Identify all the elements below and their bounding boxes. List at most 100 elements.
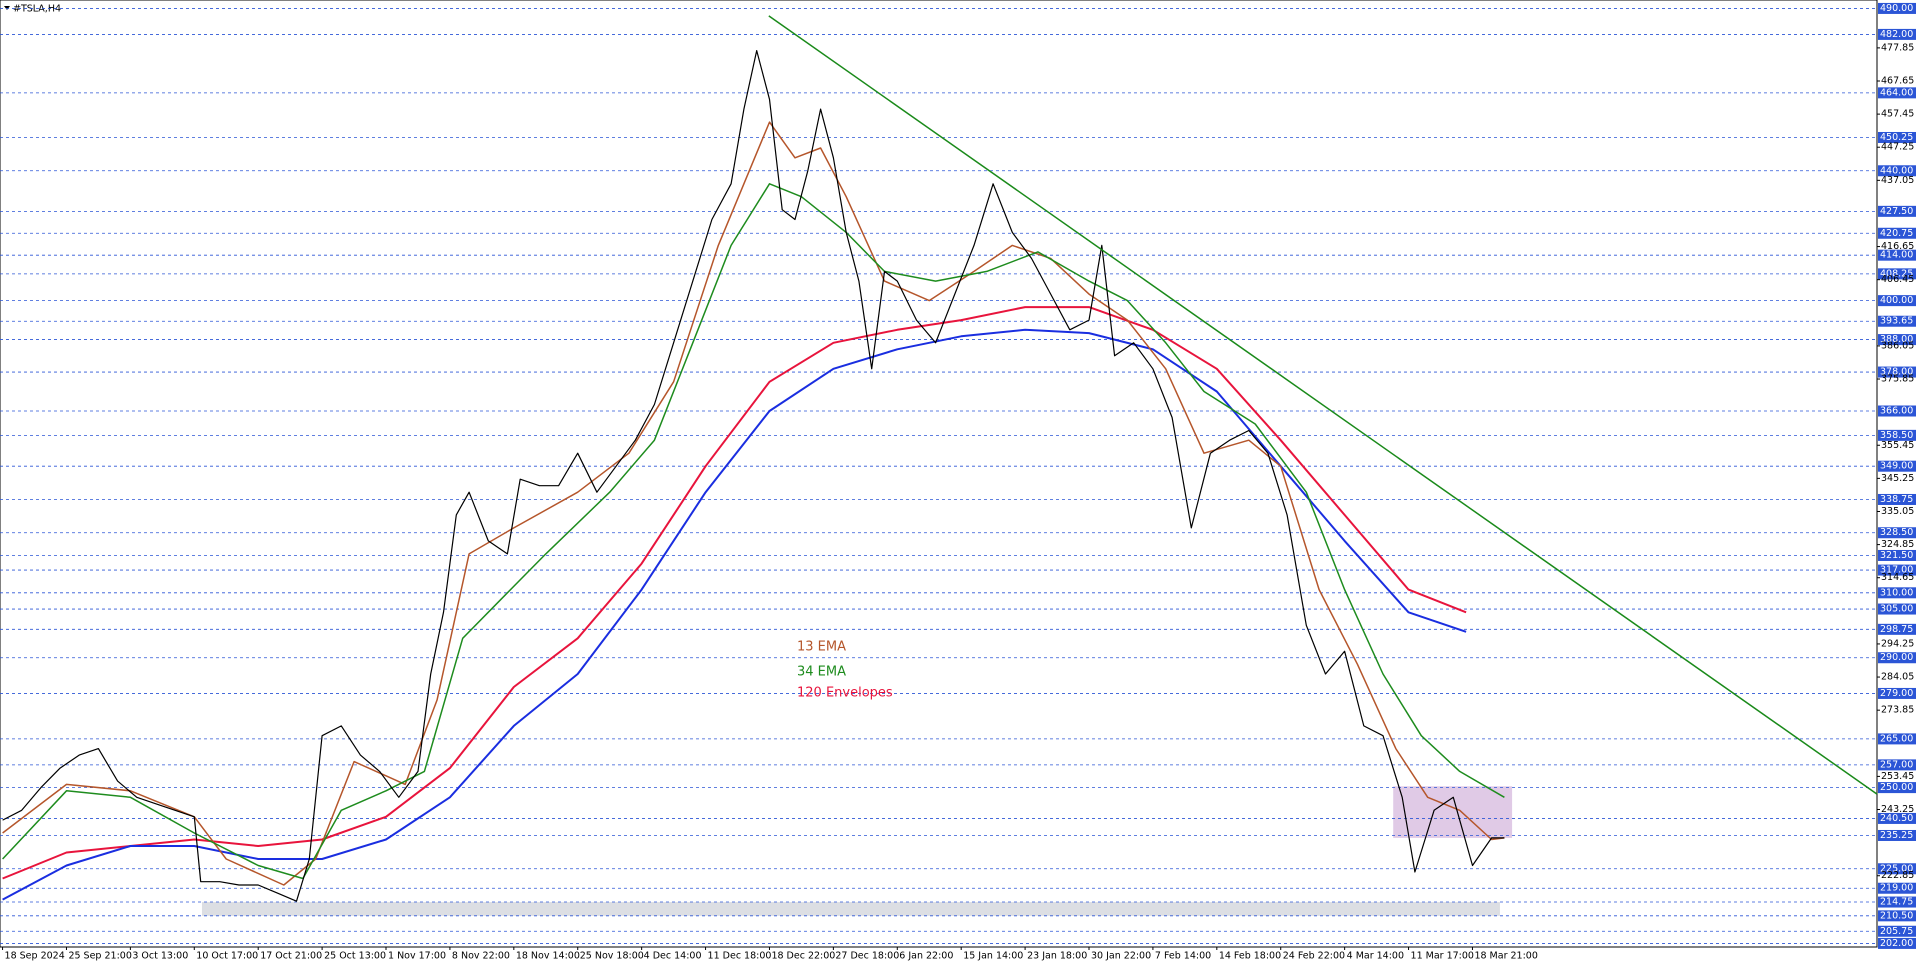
level-tag (1878, 687, 1916, 699)
zone (1393, 786, 1513, 838)
level-tag (1878, 2, 1916, 14)
level-tag (1878, 315, 1916, 327)
y-tick-label: 437.05 (1881, 175, 1914, 186)
x-tick-label: 1 Nov 17:00 (388, 951, 446, 962)
level-tag (1878, 652, 1916, 664)
x-tick-label: 18 Sep 2024 (5, 951, 65, 962)
x-tick-label: 4 Mar 14:00 (1347, 951, 1404, 962)
level-tag (1878, 165, 1916, 177)
level-tag (1878, 334, 1916, 346)
level-tag (1878, 366, 1916, 378)
zones (201, 786, 1513, 916)
y-tick-label: 335.05 (1881, 506, 1914, 517)
level-tag (1878, 910, 1916, 922)
y-tick-label: 273.85 (1881, 705, 1914, 716)
x-tick-label: 24 Feb 22:00 (1283, 951, 1345, 962)
x-tick-label: 25 Sep 21:00 (68, 951, 131, 962)
y-tick-label: 375.85 (1881, 374, 1914, 385)
x-tick-label: 30 Jan 22:00 (1091, 951, 1151, 962)
level-label: 305.00 (1880, 604, 1913, 615)
level-tag (1878, 896, 1916, 908)
level-tag (1878, 205, 1916, 217)
level-tag (1878, 493, 1916, 505)
level-tag (1878, 405, 1916, 417)
level-label: 235.25 (1880, 830, 1913, 841)
x-tick-label: 25 Oct 13:00 (324, 951, 386, 962)
level-tag (1878, 587, 1916, 599)
level-tag (1878, 28, 1916, 40)
y-tick-label: 406.45 (1881, 274, 1914, 285)
level-label: 378.00 (1880, 367, 1913, 378)
y-tick-label: 314.65 (1881, 572, 1914, 583)
x-tick-label: 6 Jan 22:00 (899, 951, 953, 962)
plot-frame (0, 0, 1878, 948)
level-tag (1878, 429, 1916, 441)
zone (201, 902, 1500, 916)
legend-entry: 13 EMA (797, 640, 846, 655)
level-tag (1878, 249, 1916, 261)
x-tick-label: 18 Dec 22:00 (771, 951, 835, 962)
level-label: 317.00 (1880, 565, 1913, 576)
legend-entry: 34 EMA (797, 665, 846, 680)
y-tick-label: 457.45 (1881, 109, 1914, 120)
levels (0, 8, 1877, 944)
chart-title: #TSLA,H4 (13, 4, 61, 15)
price-line (2, 50, 1505, 902)
x-tick-label: 7 Feb 14:00 (1155, 951, 1211, 962)
level-label: 205.75 (1880, 926, 1913, 937)
y-tick-label: 447.25 (1881, 142, 1914, 153)
lines (2, 15, 1878, 902)
level-label: 414.00 (1880, 250, 1913, 261)
level-tag (1878, 925, 1916, 937)
x-tick-label: 18 Nov 14:00 (516, 951, 580, 962)
x-tick-label: 27 Dec 18:00 (835, 951, 899, 962)
level-label: 440.00 (1880, 165, 1913, 176)
x-tick-label: 4 Dec 14:00 (644, 951, 702, 962)
ema-line (2, 183, 1505, 880)
level-tag (1878, 733, 1916, 745)
level-tag (1878, 829, 1916, 841)
level-label: 202.00 (1880, 938, 1913, 949)
level-label: 450.25 (1880, 132, 1913, 143)
level-tag (1878, 549, 1916, 561)
level-label: 257.00 (1880, 759, 1913, 770)
x-tick-label: 10 Oct 17:00 (196, 951, 258, 962)
level-label: 219.00 (1880, 883, 1913, 894)
level-tag (1878, 295, 1916, 307)
level-tag (1878, 623, 1916, 635)
level-label: 393.65 (1880, 316, 1913, 327)
level-label: 279.00 (1880, 688, 1913, 699)
level-tag (1878, 87, 1916, 99)
level-label: 240.50 (1880, 813, 1913, 824)
level-label: 427.50 (1880, 206, 1913, 217)
x-tick-label: 8 Nov 22:00 (452, 951, 510, 962)
y-tick-label: 467.65 (1881, 75, 1914, 86)
menu-icon (4, 6, 10, 10)
x-tick-label: 23 Jan 18:00 (1027, 951, 1087, 962)
y-tick-label: 386.05 (1881, 340, 1914, 351)
level-tag (1878, 759, 1916, 771)
level-label: 400.00 (1880, 295, 1913, 306)
level-label: 338.75 (1880, 494, 1913, 505)
y-tick-label: 355.45 (1881, 440, 1914, 451)
level-label: 290.00 (1880, 652, 1913, 663)
level-label: 225.00 (1880, 863, 1913, 874)
envelope-lower (2, 328, 1467, 901)
level-label: 420.75 (1880, 228, 1913, 239)
x-tick-label: 18 Mar 21:00 (1474, 951, 1537, 962)
level-label: 388.00 (1880, 334, 1913, 345)
x-tick-label: 15 Jan 14:00 (963, 951, 1023, 962)
level-label: 265.00 (1880, 733, 1913, 744)
level-label: 464.00 (1880, 87, 1913, 98)
y-tick-label: 284.05 (1881, 672, 1914, 683)
envelope-upper (2, 306, 1467, 880)
level-label: 482.00 (1880, 29, 1913, 40)
level-label: 366.00 (1880, 406, 1913, 417)
y-tick-label: 345.25 (1881, 473, 1914, 484)
y-tick-label: 222.85 (1881, 870, 1914, 881)
level-label: 210.50 (1880, 910, 1913, 921)
level-tag (1878, 812, 1916, 824)
y-tick-label: 324.85 (1881, 539, 1914, 550)
